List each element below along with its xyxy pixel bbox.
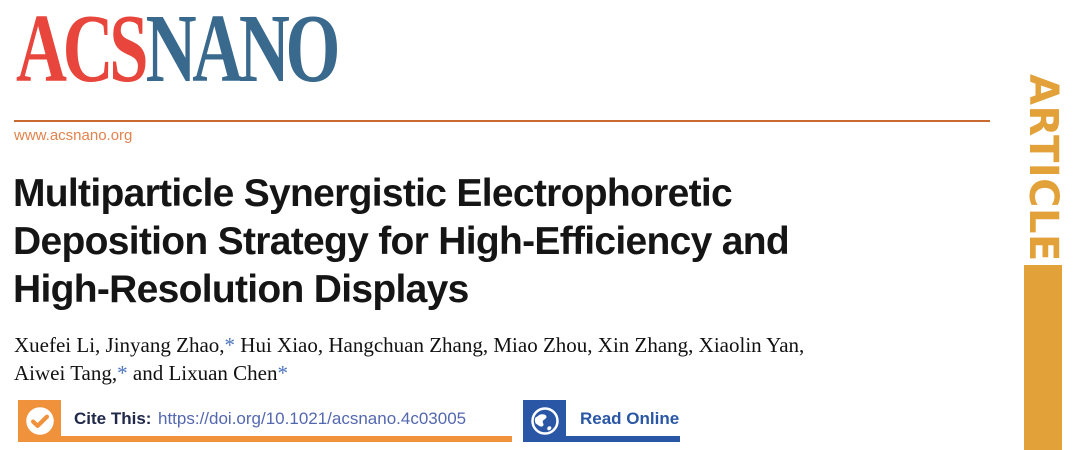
logo-acs-text: ACS <box>16 0 149 103</box>
read-online-link[interactable]: Read Online <box>580 409 680 428</box>
journal-website-link[interactable]: www.acsnano.org <box>14 127 133 144</box>
acs-nano-journal-logo: ACSNANO <box>16 0 340 98</box>
masthead-divider-rule <box>14 120 990 122</box>
article-type-label: ARTICLE <box>1020 74 1066 262</box>
article-title-line-1: Multiparticle Synergistic Electrophoreti… <box>13 172 733 215</box>
author-list-line: Xuefei Li, Jinyang Zhao,* Hui Xiao, Hang… <box>14 333 805 357</box>
article-title-line-2: Deposition Strategy for High-Efficiency … <box>13 220 790 263</box>
author-list: Xuefei Li, Jinyang Zhao,* Hui Xiao, Hang… <box>14 331 1004 387</box>
read-online-badge[interactable] <box>523 400 566 442</box>
read-online-underline <box>523 436 680 442</box>
cite-bar-underline <box>18 436 512 442</box>
globe-icon <box>530 406 560 436</box>
logo-nano-text: NANO <box>145 0 341 103</box>
doi-link[interactable]: https://doi.org/10.1021/acsnano.4c03005 <box>158 409 467 428</box>
corresponding-author-asterisk: * <box>117 361 128 385</box>
corresponding-author-asterisk: * <box>277 361 289 385</box>
cite-this-label: Cite This: <box>74 409 152 428</box>
ribbon-fill-bar <box>1024 264 1062 450</box>
article-title: Multiparticle Synergistic Electrophoreti… <box>13 170 1003 314</box>
cite-this-badge <box>18 400 61 442</box>
author-list-line: Aiwei Tang,* and Lixuan Chen* <box>14 361 289 385</box>
article-title-line-3: High-Resolution Displays <box>13 268 469 311</box>
corresponding-author-asterisk: * <box>224 333 236 357</box>
article-type-ribbon: ARTICLE <box>1020 74 1066 450</box>
checkmark-circle-icon <box>25 406 55 436</box>
